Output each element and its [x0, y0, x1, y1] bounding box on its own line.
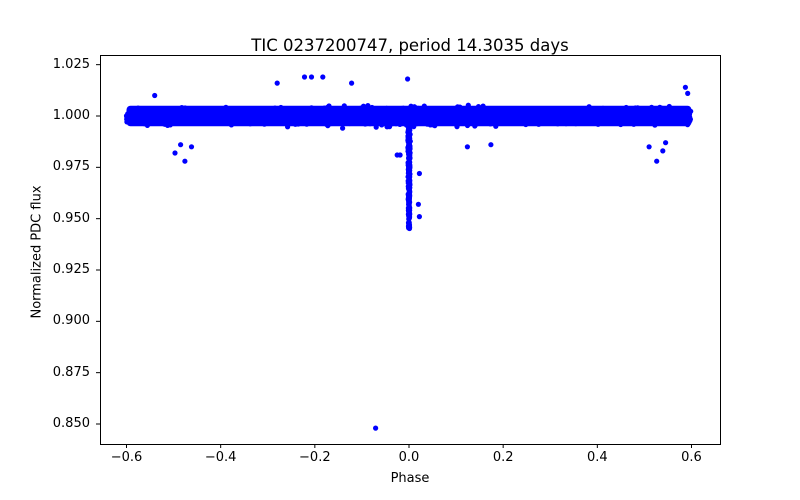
y-tick-label: 0.975	[52, 159, 90, 175]
chart-title: TIC 0237200747, period 14.3035 days	[251, 36, 569, 55]
x-tick-label: −0.6	[110, 450, 143, 465]
x-axis-ticks	[126, 444, 692, 448]
y-tick-label: 1.000	[52, 108, 90, 123]
scatter-points	[123, 74, 694, 431]
x-axis-label: Phase	[390, 471, 430, 486]
y-tick-label: 0.900	[52, 313, 90, 329]
y-tick-label: 1.025	[52, 56, 90, 72]
x-tick-label: 0.0	[398, 450, 420, 465]
y-tick-label: 0.875	[52, 364, 90, 380]
x-tick-label: −0.4	[204, 450, 237, 465]
y-tick-label: 0.850	[52, 416, 90, 431]
axes-frame	[100, 55, 721, 445]
y-tick-label: 0.950	[52, 210, 90, 226]
y-axis-ticks	[96, 64, 100, 425]
x-tick-label: −0.2	[299, 450, 331, 465]
x-tick-label: 0.6	[681, 450, 702, 465]
x-tick-label: 0.4	[586, 450, 608, 465]
x-tick-label: 0.2	[492, 450, 514, 465]
y-axis-label: Normalized PDC flux	[29, 185, 45, 319]
y-tick-label: 0.925	[52, 262, 90, 277]
